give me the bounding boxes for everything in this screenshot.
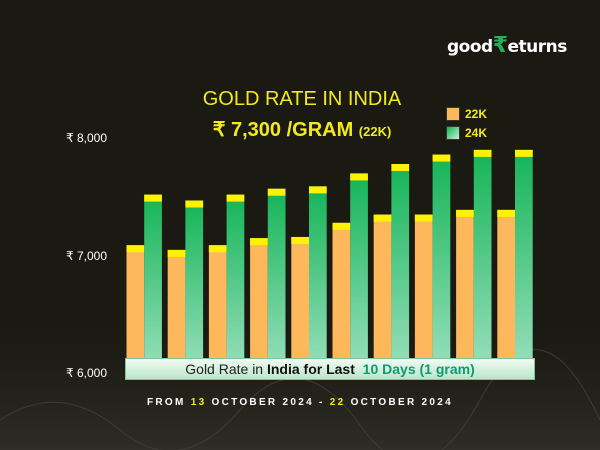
legend-swatch-22k: [446, 106, 460, 121]
legend: 22K 24K: [446, 104, 487, 142]
bar-cap: [144, 194, 162, 202]
bar-cap: [350, 173, 368, 181]
bar-cap: [309, 186, 327, 194]
bar-22k-22-oct: [497, 209, 515, 374]
bar-cap: [414, 214, 433, 222]
bar-cap: [332, 222, 351, 230]
bar-24k-15-oct: [226, 194, 245, 374]
chart-title: GOLD RATE IN INDIA: [202, 88, 402, 110]
bar-cap: [167, 249, 186, 257]
goodreturns-logo: good₹eturns: [447, 33, 567, 58]
bar-22k-21-oct: [456, 209, 474, 374]
bar-24k-13-oct: [144, 194, 162, 374]
bar-cap: [515, 149, 533, 157]
bar-24k-20-oct: [432, 154, 451, 374]
price-headline: ₹ 7,300 /GRAM (22K): [212, 119, 392, 141]
bar-22k-18-oct: [332, 222, 351, 374]
bar-cap: [250, 238, 268, 246]
legend-item-24k: 24K: [446, 123, 487, 142]
bar-24k-22-oct: [515, 149, 533, 374]
bar-cap: [226, 194, 245, 202]
bar-cap: [291, 236, 309, 244]
legend-swatch-24k: [446, 125, 460, 140]
bar-22k-13-oct: [126, 245, 145, 374]
bar-24k-16-oct: [267, 188, 286, 374]
date-range: FROM 13 OCTOBER 2024 - 22 OCTOBER 2024: [146, 397, 454, 408]
bar-cap: [126, 245, 145, 253]
legend-item-22k: 22K: [446, 104, 487, 123]
bar-24k-14-oct: [185, 200, 204, 374]
bar-cap: [267, 188, 286, 196]
bar-cap: [497, 209, 515, 217]
bar-24k-17-oct: [309, 186, 327, 374]
bar-cap: [208, 245, 227, 253]
bar-22k-20-oct: [414, 214, 433, 374]
bar-22k-19-oct: [373, 214, 392, 374]
bar-cap: [473, 149, 492, 157]
y-tick-label: ₹ 7,000: [66, 249, 107, 263]
bar-cap: [456, 209, 474, 217]
bar-cap: [373, 214, 392, 222]
bar-24k-19-oct: [391, 163, 410, 374]
bar-22k-14-oct: [167, 249, 186, 374]
bar-22k-17-oct: [291, 236, 309, 374]
y-tick-label: ₹ 6,000: [66, 366, 107, 380]
chart-caption-banner: Gold Rate in India for Last 10 Days (1 g…: [125, 358, 535, 380]
bar-cap: [391, 163, 410, 171]
bar-cap: [185, 200, 204, 208]
bar-24k-21-oct: [473, 149, 492, 374]
bar-cap: [432, 154, 451, 162]
bar-22k-16-oct: [250, 238, 268, 374]
bar-22k-15-oct: [208, 245, 227, 374]
y-tick-label: ₹ 8,000: [66, 131, 107, 145]
bar-24k-18-oct: [350, 173, 368, 374]
